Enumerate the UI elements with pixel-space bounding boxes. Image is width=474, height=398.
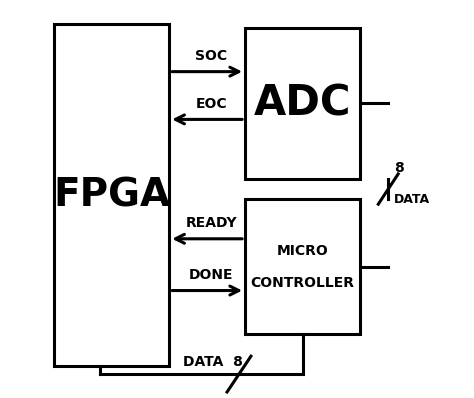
- Text: ADC: ADC: [254, 82, 351, 125]
- Bar: [54, 24, 169, 366]
- Text: DATA: DATA: [394, 193, 430, 206]
- Bar: [245, 28, 360, 179]
- Text: MICRO: MICRO: [277, 244, 328, 258]
- Text: SOC: SOC: [195, 49, 227, 63]
- Text: READY: READY: [185, 216, 237, 230]
- Text: 8: 8: [394, 161, 404, 175]
- Text: DATA  8: DATA 8: [183, 355, 243, 369]
- Text: FPGA: FPGA: [53, 176, 170, 214]
- Text: EOC: EOC: [195, 97, 227, 111]
- Text: CONTROLLER: CONTROLLER: [251, 275, 355, 290]
- Text: DONE: DONE: [189, 268, 233, 282]
- Bar: [245, 199, 360, 334]
